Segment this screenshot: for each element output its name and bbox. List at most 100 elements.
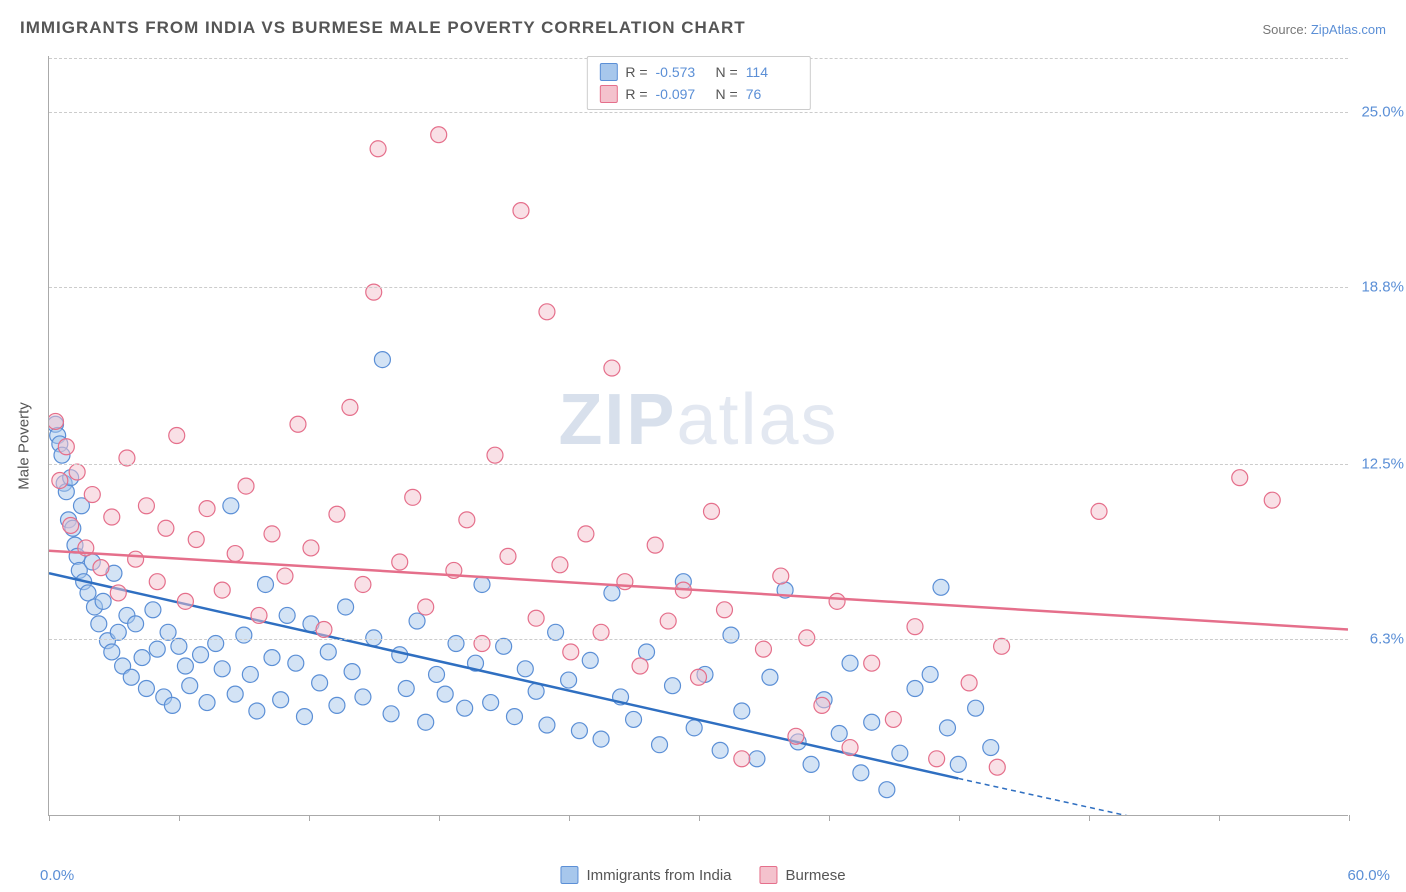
x-tick [49, 815, 50, 821]
legend-swatch [560, 866, 578, 884]
scatter-point [613, 689, 629, 705]
scatter-point [788, 728, 804, 744]
scatter-point [49, 416, 63, 432]
scatter-point [639, 644, 655, 660]
scatter-point [149, 574, 165, 590]
scatter-point [632, 658, 648, 674]
scatter-point [459, 512, 475, 528]
scatter-point [50, 428, 66, 444]
scatter-point [65, 520, 81, 536]
scatter-point [691, 669, 707, 685]
scatter-point [329, 697, 345, 713]
x-tick [699, 815, 700, 821]
x-tick [959, 815, 960, 821]
scatter-point [84, 487, 100, 503]
scatter-point [907, 681, 923, 697]
scatter-point [989, 759, 1005, 775]
scatter-point [273, 692, 289, 708]
y-tick-label: 12.5% [1361, 456, 1404, 473]
legend-n-value: 114 [746, 64, 798, 80]
scatter-point [749, 751, 765, 767]
scatter-point [134, 650, 150, 666]
scatter-point [383, 706, 399, 722]
scatter-point [199, 695, 215, 711]
scatter-point [312, 675, 328, 691]
scatter-point [571, 723, 587, 739]
legend-label: Burmese [786, 867, 846, 884]
x-axis-min-label: 0.0% [40, 867, 74, 884]
scatter-point [716, 602, 732, 618]
scatter-point [164, 697, 180, 713]
scatter-point [182, 678, 198, 694]
source-link[interactable]: ZipAtlas.com [1311, 22, 1386, 37]
scatter-point [329, 506, 345, 522]
scatter-point [983, 740, 999, 756]
trend-line [49, 551, 1348, 630]
scatter-point [69, 464, 85, 480]
scatter-point [734, 751, 750, 767]
scatter-point [431, 127, 447, 143]
scatter-point [885, 711, 901, 727]
legend-n-value: 76 [746, 86, 798, 102]
scatter-point [392, 554, 408, 570]
scatter-point [123, 669, 139, 685]
trend-line [49, 573, 958, 778]
gridline [49, 464, 1348, 465]
scatter-point [496, 638, 512, 654]
scatter-point [405, 489, 421, 505]
scatter-point [892, 745, 908, 761]
scatter-point [723, 627, 739, 643]
scatter-point [647, 537, 663, 553]
scatter-point [446, 562, 462, 578]
scatter-point [177, 658, 193, 674]
scatter-point [842, 740, 858, 756]
chart-title: IMMIGRANTS FROM INDIA VS BURMESE MALE PO… [20, 18, 746, 38]
legend-r-label: R = [625, 86, 647, 102]
scatter-point [71, 562, 87, 578]
y-tick-label: 6.3% [1370, 630, 1404, 647]
scatter-point [104, 509, 120, 525]
scatter-point [214, 661, 230, 677]
plot-area: ZIPatlas R =-0.573N =114R =-0.097N =76 6… [48, 56, 1348, 816]
scatter-point [712, 742, 728, 758]
scatter-point [506, 709, 522, 725]
scatter-point [582, 652, 598, 668]
scatter-point [816, 692, 832, 708]
scatter-point [49, 413, 63, 429]
scatter-point [78, 540, 94, 556]
scatter-point [296, 709, 312, 725]
series-legend: Immigrants from IndiaBurmese [560, 866, 845, 884]
scatter-point [223, 498, 239, 514]
scatter-point [238, 478, 254, 494]
scatter-point [188, 532, 204, 548]
scatter-point [593, 731, 609, 747]
scatter-point [316, 621, 332, 637]
legend-swatch [760, 866, 778, 884]
correlation-legend: R =-0.573N =114R =-0.097N =76 [586, 56, 810, 110]
scatter-point [831, 725, 847, 741]
scatter-point [138, 498, 154, 514]
scatter-point [158, 520, 174, 536]
scatter-point [468, 655, 484, 671]
scatter-point [249, 703, 265, 719]
scatter-point [86, 599, 102, 615]
scatter-point [961, 675, 977, 691]
scatter-point [91, 616, 107, 632]
scatter-point [93, 560, 109, 576]
scatter-point [149, 641, 165, 657]
scatter-point [665, 678, 681, 694]
scatter-point [457, 700, 473, 716]
scatter-point [418, 714, 434, 730]
x-tick [1219, 815, 1220, 821]
x-tick [179, 815, 180, 821]
scatter-point [528, 683, 544, 699]
scatter-point [697, 666, 713, 682]
scatter-point [258, 576, 274, 592]
scatter-point [578, 526, 594, 542]
scatter-point [128, 551, 144, 567]
scatter-point [686, 720, 702, 736]
scatter-point [138, 681, 154, 697]
scatter-point [1264, 492, 1280, 508]
scatter-point [429, 666, 445, 682]
scatter-point [842, 655, 858, 671]
